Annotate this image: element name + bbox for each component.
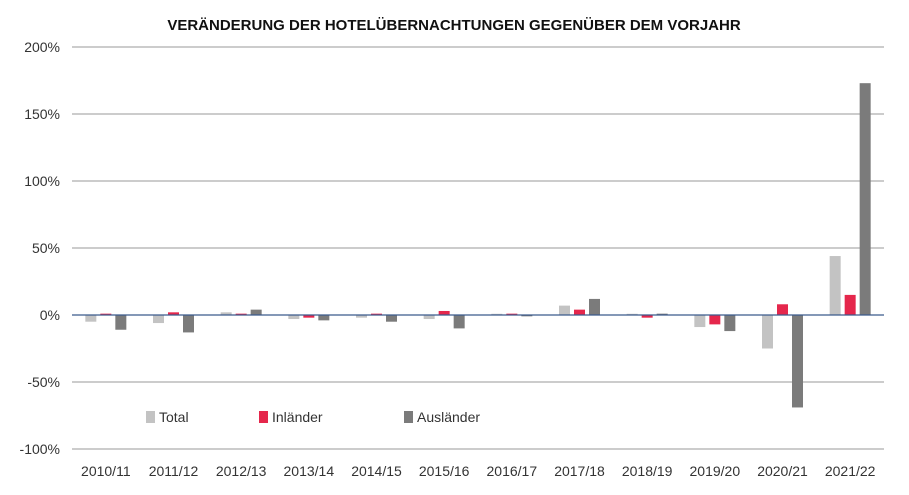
bar-total-2011-12 (153, 315, 164, 324)
y-tick-label: 200% (24, 39, 60, 55)
bar-total-2010-11 (85, 315, 97, 322)
x-tick-label: 2013/14 (284, 463, 335, 479)
x-tick-label: 2012/13 (216, 463, 267, 479)
y-tick-label: 50% (32, 240, 60, 256)
bar-ausl-nder-2011-12 (183, 315, 194, 333)
bar-inl-nder-2013-14 (303, 315, 315, 318)
bar-total-2015-16 (423, 315, 435, 320)
bar-total-2017-18 (559, 305, 570, 315)
legend-swatch-ausl-nder (404, 411, 413, 423)
x-axis: 2010/11 2011/12 2012/13 2013/14 2014/15 2015/… (81, 463, 876, 479)
y-tick-label: 0% (40, 307, 60, 323)
bar-ausl-nder-2016-17 (521, 315, 533, 317)
bar-inl-nder-2018-19 (641, 315, 653, 318)
y-axis: 200% 150% 100% 50% 0% -50% -100% (20, 39, 60, 457)
bar-ausl-nder-2013-14 (318, 315, 330, 321)
bar-total-2012-13 (220, 312, 232, 315)
x-tick-label: 2018/19 (622, 463, 673, 479)
bar-ausl-nder-2010-11 (115, 315, 127, 330)
x-tick-label: 2014/15 (351, 463, 402, 479)
x-tick-label: 2016/17 (487, 463, 538, 479)
bar-inl-nder-2021-22 (844, 294, 856, 315)
bar-inl-nder-2015-16 (438, 310, 450, 315)
x-tick-label: 2019/20 (690, 463, 741, 479)
y-tick-label: 150% (24, 106, 60, 122)
x-tick-label: 2017/18 (554, 463, 605, 479)
bar-ausl-nder-2015-16 (453, 315, 465, 329)
bar-ausl-nder-2014-15 (386, 315, 397, 322)
bar-inl-nder-2010-11 (100, 313, 112, 315)
bar-inl-nder-2014-15 (371, 313, 382, 315)
bar-total-2013-14 (288, 315, 300, 320)
bars (72, 83, 884, 408)
y-tick-label: 100% (24, 173, 60, 189)
legend-label: Inländer (272, 409, 323, 425)
x-tick-label: 2015/16 (419, 463, 470, 479)
bar-inl-nder-2011-12 (168, 312, 179, 315)
y-tick-label: -100% (20, 441, 60, 457)
x-tick-label: 2011/12 (149, 463, 199, 479)
x-tick-label: 2020/21 (757, 463, 808, 479)
bar-inl-nder-2019-20 (709, 315, 721, 325)
bar-inl-nder-2017-18 (574, 309, 585, 315)
bar-ausl-nder-2020-21 (792, 315, 803, 408)
x-tick-label: 2021/22 (825, 463, 876, 479)
bar-total-2019-20 (694, 315, 706, 328)
chart-title: VERÄNDERUNG DER HOTELÜBERNACHTUNGEN GEGE… (167, 17, 741, 34)
bar-ausl-nder-2019-20 (724, 315, 736, 332)
legend-label: Total (159, 409, 189, 425)
bar-total-2020-21 (762, 315, 773, 349)
bar-total-2021-22 (829, 256, 841, 315)
legend-swatch-total (146, 411, 155, 423)
bar-ausl-nder-2021-22 (859, 83, 871, 316)
y-tick-label: -50% (27, 374, 60, 390)
bar-inl-nder-2012-13 (235, 313, 247, 315)
bar-inl-nder-2020-21 (777, 304, 788, 315)
legend-label: Ausländer (417, 409, 480, 425)
x-tick-label: 2010/11 (81, 463, 131, 479)
bar-inl-nder-2016-17 (506, 313, 518, 315)
legend: Total Inländer Ausländer (146, 409, 480, 425)
bar-ausl-nder-2012-13 (250, 309, 262, 315)
bar-ausl-nder-2017-18 (589, 298, 600, 315)
gridlines (72, 46, 884, 450)
legend-swatch-inl-nder (259, 411, 268, 423)
bar-ausl-nder-2018-19 (656, 313, 668, 315)
bar-total-2014-15 (356, 315, 367, 318)
